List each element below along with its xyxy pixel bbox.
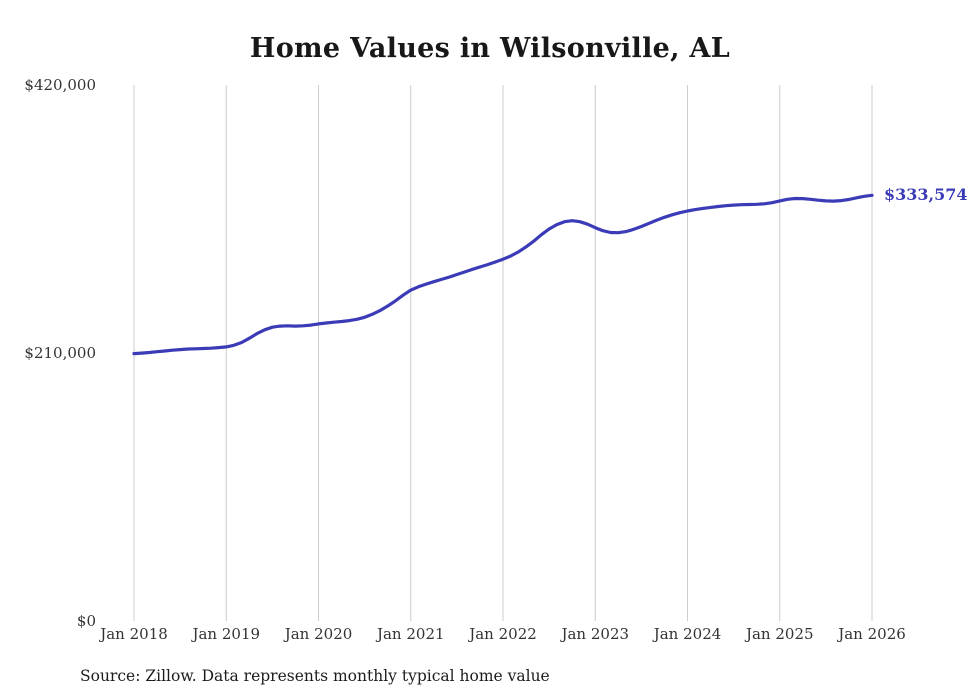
- x-tick-label: Jan 2019: [192, 625, 261, 643]
- x-tick-label: Jan 2025: [745, 625, 814, 643]
- x-tick-label: Jan 2022: [469, 625, 537, 643]
- chart-title: Home Values in Wilsonville, AL: [249, 33, 731, 64]
- x-tick-label: Jan 2024: [653, 625, 722, 643]
- y-tick-label: $420,000: [24, 76, 96, 94]
- y-tick-label: $210,000: [24, 344, 96, 362]
- x-tick-label: Jan 2020: [284, 625, 353, 643]
- source-note: Source: Zillow. Data represents monthly …: [80, 667, 550, 685]
- home-value-line: [132, 193, 874, 356]
- x-tick-label: Jan 2021: [376, 625, 445, 643]
- current-value-label: $333,574: [884, 185, 968, 205]
- x-tick-label: Jan 2026: [838, 625, 906, 643]
- x-tick-label: Jan 2023: [561, 625, 630, 643]
- x-tick-label: Jan 2018: [100, 625, 168, 643]
- gridlines-group: [133, 85, 873, 621]
- y-tick-label: $0: [76, 612, 96, 630]
